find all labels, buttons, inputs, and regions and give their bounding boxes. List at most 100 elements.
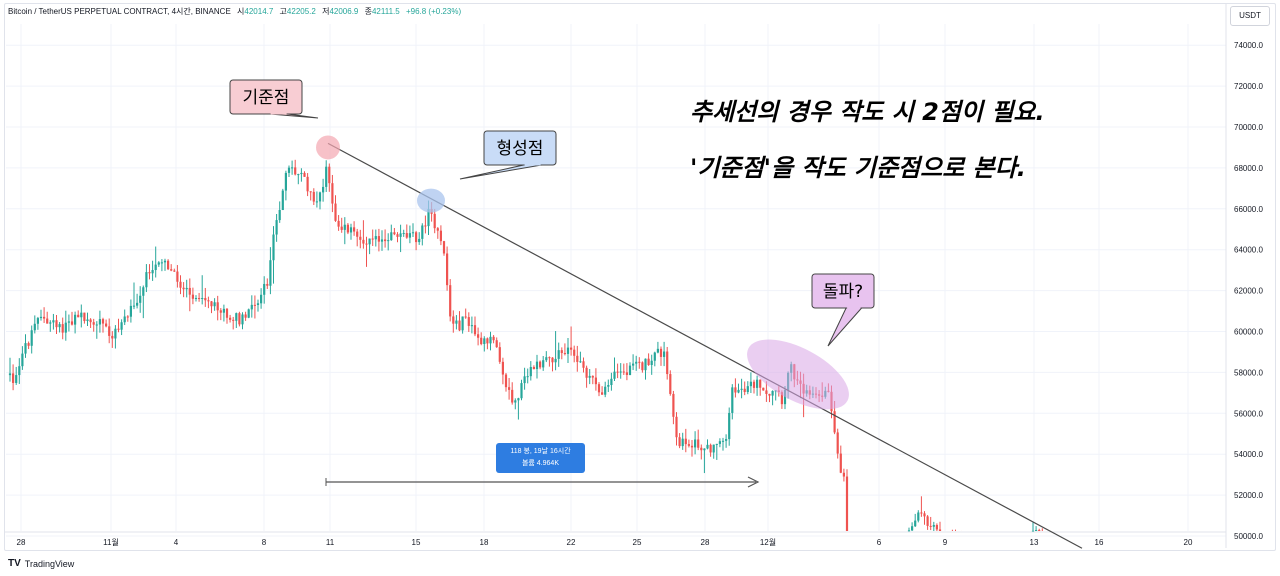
candle-body: [67, 321, 70, 323]
candle-body: [690, 445, 694, 448]
candle-body: [74, 314, 77, 325]
candle-body: [322, 186, 325, 193]
candle-body: [508, 387, 511, 390]
candle-body: [706, 444, 709, 449]
candle-body: [120, 322, 123, 330]
candle-body: [260, 294, 263, 304]
candle-body: [49, 322, 52, 324]
candle-body: [560, 350, 563, 354]
candle-body: [291, 167, 294, 169]
candle-body: [768, 393, 771, 396]
candle-body: [911, 526, 914, 531]
candle-body: [663, 351, 666, 357]
candle-body: [377, 236, 380, 242]
candle-body: [514, 400, 517, 403]
measure-volume-text: 볼륨 4.964K: [521, 460, 559, 467]
candle-body: [163, 260, 167, 263]
price-tick-label: 66000.0: [1234, 205, 1263, 214]
note-line-1: 추세선의 경우 작도 시 2점이 필요.: [690, 98, 1045, 126]
candle-body: [464, 316, 467, 318]
candle-body: [926, 516, 929, 526]
price-tick-label: 62000.0: [1234, 287, 1263, 296]
candle-body: [204, 298, 207, 301]
candle-body: [117, 328, 120, 330]
candle-body: [765, 390, 768, 394]
candle-body: [294, 167, 297, 175]
grid: [6, 24, 1226, 537]
price-tick-label: 50000.0: [1234, 532, 1263, 541]
candle-body: [334, 203, 337, 221]
symbol-title: Bitcoin / TetherUS PERPETUAL CONTRACT, 4…: [8, 7, 231, 16]
candle-body: [498, 347, 501, 362]
candle-body: [712, 444, 715, 453]
candle-body: [932, 525, 935, 527]
candle-body: [253, 304, 256, 306]
forming-point-callout-pointer: [459, 164, 542, 180]
candle-body: [576, 355, 579, 362]
price-axis[interactable]: 50000.0 52000.0 54000.0 56000.0 58000.0 60000…: [1225, 4, 1263, 548]
price-tick-label: 72000.0: [1234, 82, 1263, 91]
candle-body: [557, 350, 560, 359]
candle-body: [123, 316, 126, 323]
candle-body: [269, 260, 272, 286]
candle-body: [21, 353, 24, 367]
candle-body: [585, 367, 588, 378]
candle-body: [356, 231, 359, 237]
candle-body: [210, 301, 213, 307]
candle-body: [700, 447, 703, 451]
candle-body: [526, 376, 529, 378]
trendline: [327, 142, 1083, 549]
candle-body: [517, 398, 520, 401]
candle-body: [126, 316, 129, 318]
candle-body: [154, 264, 157, 271]
candle-body: [548, 357, 551, 359]
candle-body: [340, 226, 343, 230]
price-tick-label: 56000.0: [1234, 409, 1263, 418]
candle-body: [418, 238, 421, 243]
candle-body: [483, 338, 486, 345]
candle-body: [179, 281, 182, 288]
candle-body: [542, 360, 545, 368]
candle-body: [191, 294, 194, 299]
candle-body: [545, 357, 548, 361]
candle-body: [371, 238, 374, 240]
candle-body: [467, 317, 470, 326]
breakout-callout-box: [811, 273, 875, 309]
currency-button[interactable]: USDT: [1230, 6, 1270, 26]
candle-body: [687, 444, 690, 446]
price-tick-label: 58000.0: [1234, 368, 1263, 377]
time-tick-label: 22: [567, 538, 576, 547]
candle-body: [399, 233, 402, 237]
time-tick-label: 28: [701, 538, 710, 547]
candle-body: [105, 323, 108, 327]
time-axis[interactable]: 28 11월 4 8 11 15 18 22 25 28 12월 6 9 13 16 20: [4, 531, 1226, 547]
forming-point-callout: 형성점: [459, 130, 557, 180]
candle-body: [337, 220, 340, 227]
candle-body: [672, 393, 675, 417]
base-point-callout: 기준점: [229, 79, 319, 119]
candle-body: [393, 232, 396, 235]
candle-body: [98, 319, 101, 325]
candle-body: [597, 384, 601, 393]
candle-body: [511, 389, 514, 403]
candle-body: [489, 336, 492, 344]
candle-body: [222, 308, 225, 313]
time-tick-label: 13: [1030, 538, 1039, 547]
candle-body: [625, 372, 628, 375]
price-tick-label: 52000.0: [1234, 491, 1263, 500]
candle-body: [157, 262, 160, 265]
candle-body: [415, 232, 418, 243]
candle-body: [39, 316, 43, 319]
close-value: 42111.5: [371, 7, 400, 16]
candle-body: [343, 224, 346, 230]
candle-body: [101, 319, 105, 324]
low-label: 저: [322, 7, 330, 16]
candle-body: [1035, 530, 1038, 532]
candle-body: [365, 243, 368, 245]
candle-body: [349, 227, 353, 233]
candle-body: [213, 302, 216, 307]
candle-body: [573, 349, 576, 356]
candle-body: [160, 262, 163, 264]
candle-body: [219, 310, 222, 313]
